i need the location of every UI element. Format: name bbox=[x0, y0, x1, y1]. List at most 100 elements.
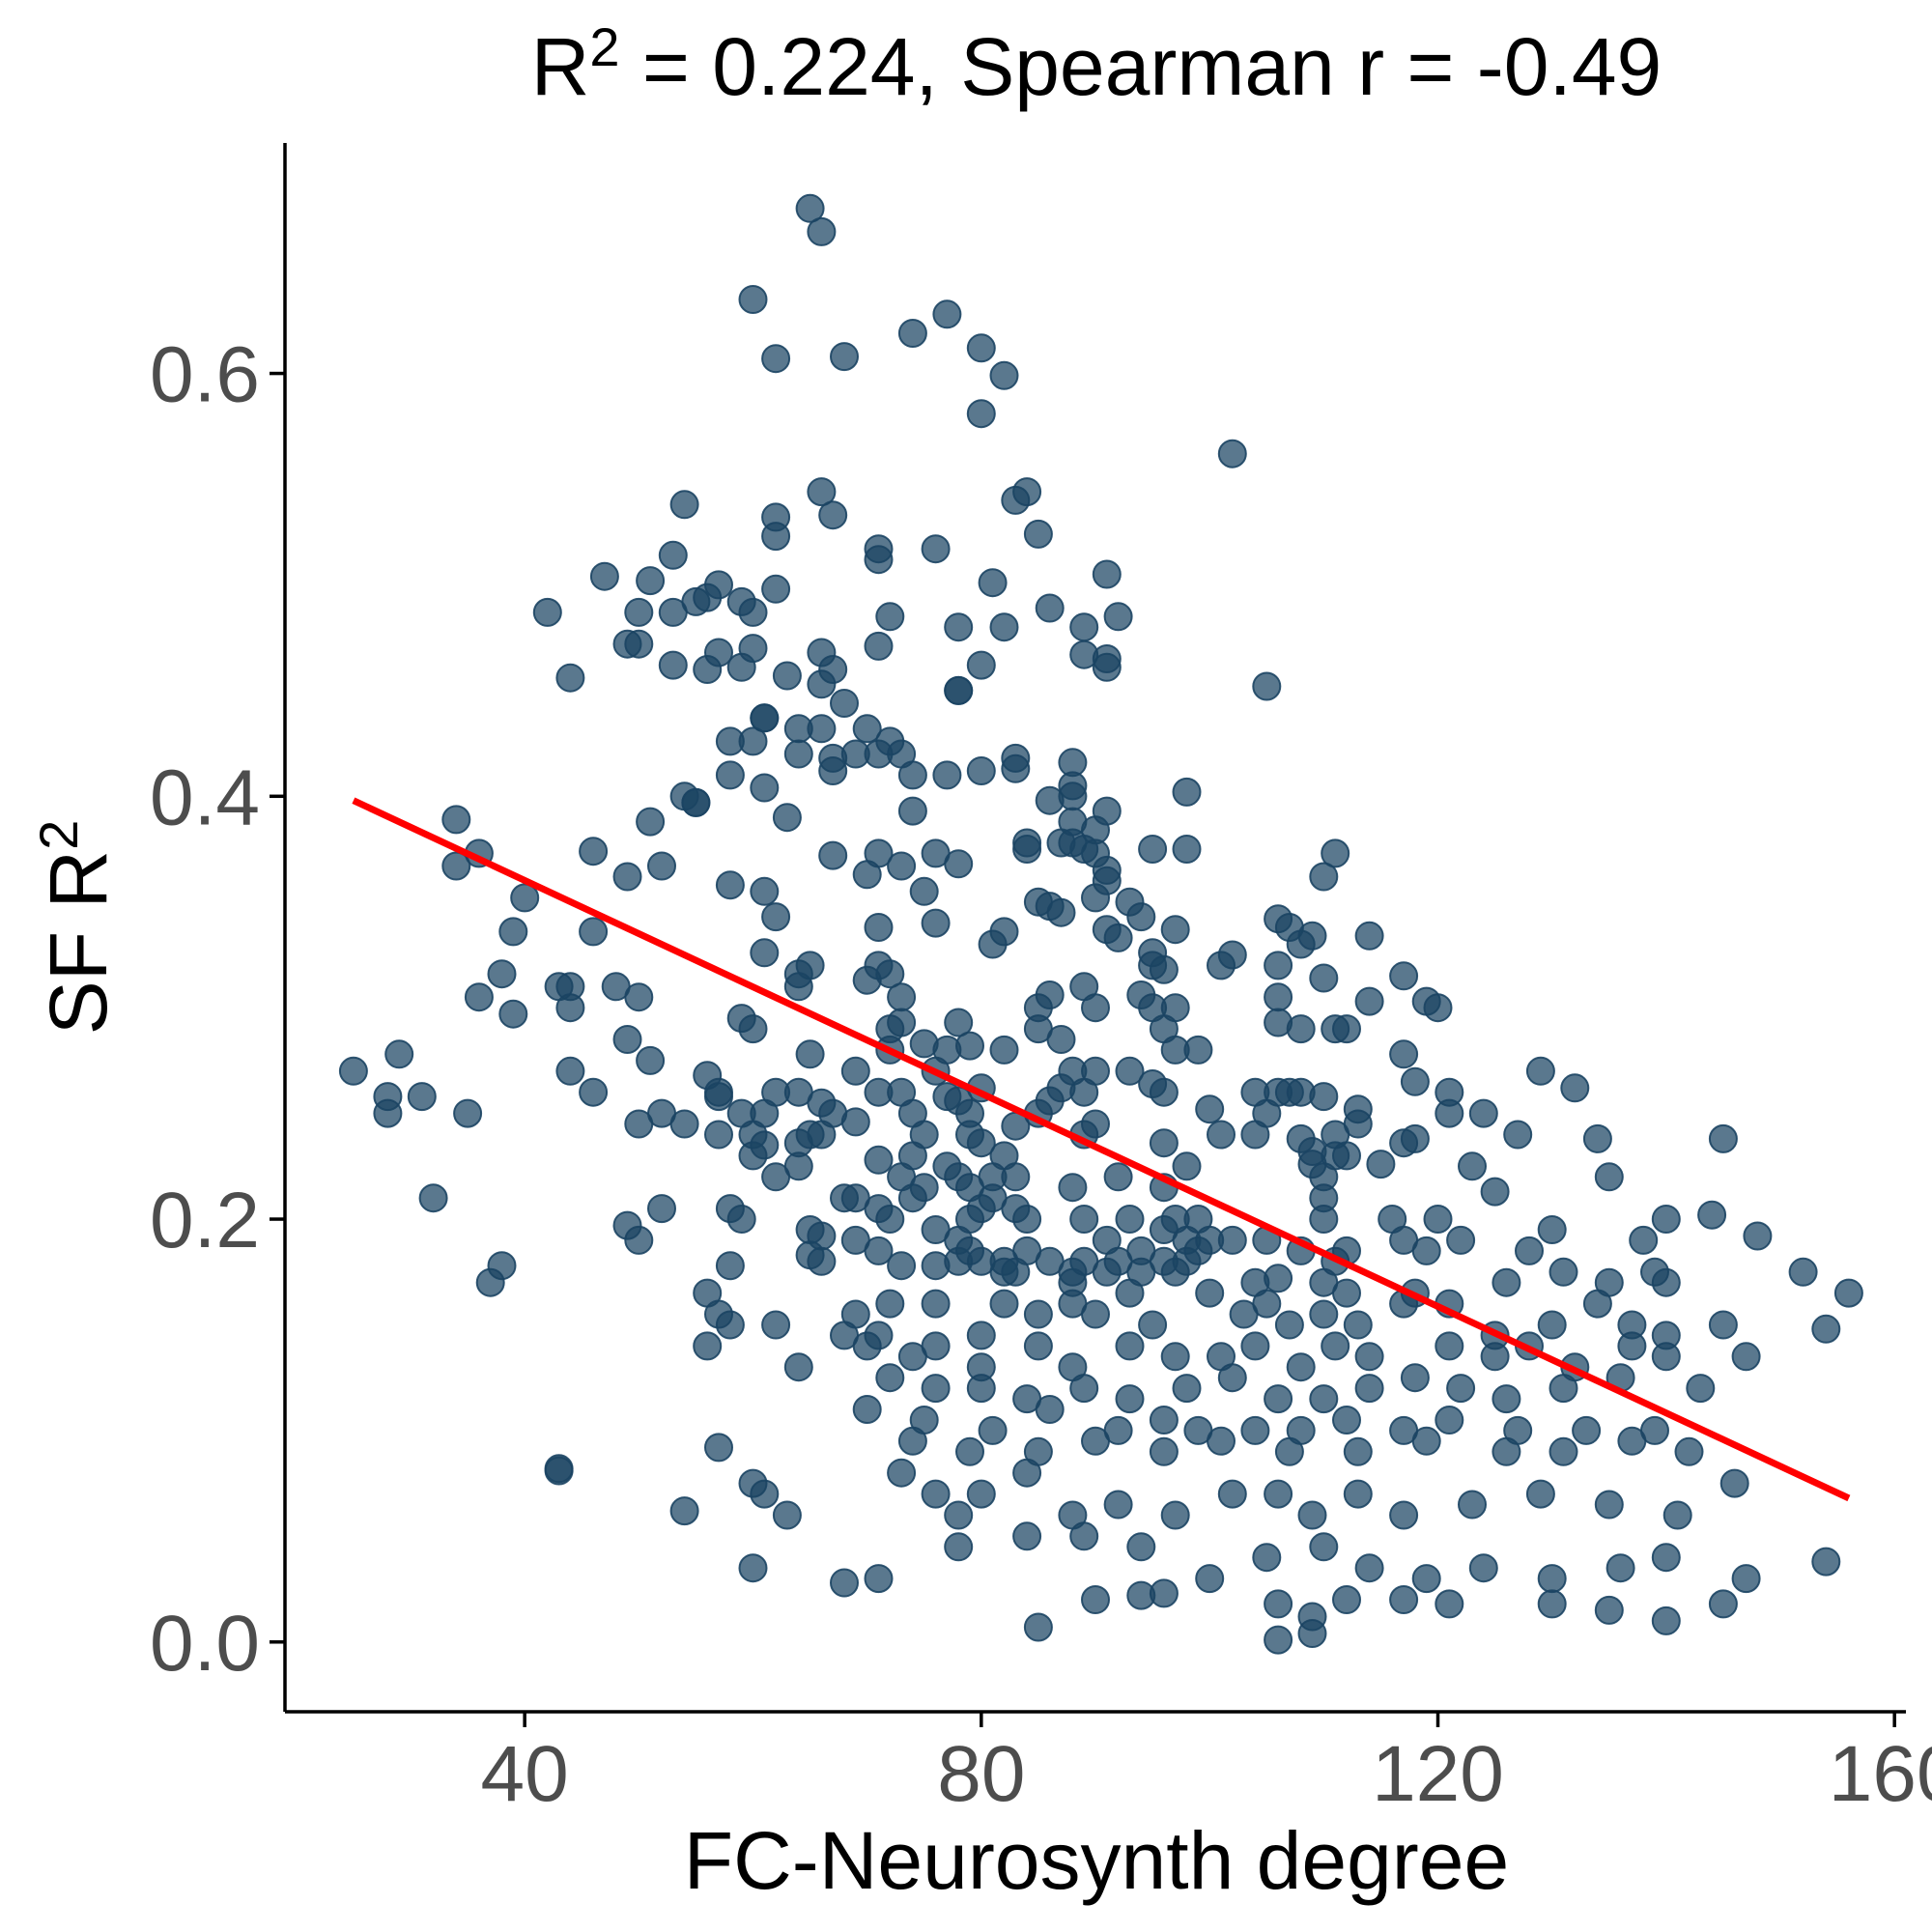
data-point-316 bbox=[1012, 1205, 1042, 1234]
data-point-222 bbox=[840, 1056, 870, 1086]
data-point-23 bbox=[636, 566, 666, 596]
data-point-488 bbox=[1548, 1436, 1578, 1466]
data-point-531 bbox=[1651, 1543, 1681, 1573]
data-point-282 bbox=[1400, 1123, 1430, 1153]
data-point-35 bbox=[944, 612, 974, 642]
data-point-439 bbox=[1435, 1331, 1464, 1361]
data-point-289 bbox=[864, 1145, 894, 1175]
data-point-413 bbox=[1343, 1310, 1373, 1340]
data-point-187 bbox=[738, 1014, 768, 1044]
data-point-39 bbox=[1069, 612, 1099, 642]
data-point-125 bbox=[750, 876, 780, 906]
data-point-324 bbox=[1309, 1205, 1339, 1234]
data-point-136 bbox=[1092, 866, 1122, 895]
chart-title: R2 = 0.224, Spearman r = -0.49 bbox=[531, 16, 1662, 112]
data-point-169 bbox=[783, 972, 813, 1002]
data-point-7 bbox=[966, 333, 996, 363]
x-tick-label-3: 160 bbox=[1829, 1730, 1932, 1818]
data-point-239 bbox=[1149, 1077, 1179, 1107]
y-tick-label-3: 0.6 bbox=[150, 331, 260, 419]
data-point-208 bbox=[418, 1183, 448, 1213]
data-point-489 bbox=[1617, 1426, 1647, 1456]
data-point-1 bbox=[807, 216, 837, 246]
data-point-536 bbox=[1149, 1578, 1179, 1608]
data-point-148 bbox=[1297, 921, 1327, 951]
data-point-203 bbox=[384, 1039, 414, 1069]
data-point-545 bbox=[1708, 1589, 1738, 1619]
data-point-264 bbox=[840, 1107, 870, 1137]
data-point-107 bbox=[864, 838, 894, 868]
data-point-529 bbox=[1537, 1564, 1567, 1594]
data-point-399 bbox=[875, 1289, 905, 1319]
y-axis-title: SF R2 bbox=[28, 820, 124, 1036]
data-point-83 bbox=[750, 773, 780, 803]
data-point-502 bbox=[1012, 1458, 1042, 1488]
data-point-407 bbox=[1138, 1310, 1168, 1340]
data-point-403 bbox=[1023, 1299, 1053, 1329]
data-point-317 bbox=[1069, 1205, 1099, 1234]
data-point-163 bbox=[498, 999, 528, 1029]
data-point-2 bbox=[738, 285, 768, 314]
data-point-382 bbox=[1264, 1264, 1293, 1293]
data-point-80 bbox=[1001, 753, 1031, 783]
data-point-495 bbox=[750, 1479, 780, 1509]
data-point-38 bbox=[1035, 593, 1065, 623]
data-point-14 bbox=[807, 477, 837, 507]
data-point-48 bbox=[738, 634, 768, 664]
data-point-112 bbox=[1012, 828, 1042, 858]
data-point-82 bbox=[715, 760, 745, 790]
data-point-366 bbox=[1743, 1221, 1773, 1251]
data-point-100 bbox=[441, 851, 471, 881]
data-point-272 bbox=[1081, 1109, 1110, 1139]
data-point-147 bbox=[1354, 921, 1384, 951]
data-point-94 bbox=[1092, 796, 1122, 826]
data-point-44 bbox=[658, 650, 688, 680]
data-point-411 bbox=[1274, 1310, 1304, 1340]
data-point-486 bbox=[1411, 1426, 1441, 1456]
data-point-470 bbox=[1240, 1415, 1270, 1445]
data-point-24 bbox=[658, 540, 688, 570]
data-point-517 bbox=[830, 1568, 859, 1598]
data-point-497 bbox=[669, 1496, 699, 1526]
data-point-237 bbox=[1115, 1056, 1145, 1086]
data-point-435 bbox=[1240, 1331, 1270, 1361]
x-axis-ticks: 40 80 120 160 bbox=[481, 1712, 1932, 1818]
data-point-41 bbox=[1103, 602, 1133, 632]
data-point-412 bbox=[1309, 1299, 1339, 1329]
data-point-162 bbox=[464, 982, 494, 1012]
data-point-525 bbox=[1309, 1532, 1339, 1562]
data-point-474 bbox=[1435, 1406, 1464, 1435]
data-point-280 bbox=[1366, 1150, 1396, 1179]
data-point-527 bbox=[1411, 1564, 1441, 1594]
data-point-273 bbox=[1149, 1128, 1179, 1158]
data-point-372 bbox=[887, 1251, 917, 1281]
data-point-359 bbox=[1411, 1236, 1441, 1265]
data-point-365 bbox=[1697, 1200, 1727, 1230]
data-point-400 bbox=[921, 1289, 951, 1319]
data-point-296 bbox=[1001, 1162, 1031, 1192]
data-point-194 bbox=[955, 1031, 984, 1061]
data-point-430 bbox=[1023, 1331, 1053, 1361]
data-point-465 bbox=[978, 1415, 1008, 1445]
data-point-376 bbox=[1001, 1257, 1031, 1287]
data-point-248 bbox=[1400, 1066, 1430, 1096]
data-point-513 bbox=[1594, 1490, 1624, 1520]
data-point-5 bbox=[897, 319, 927, 348]
data-point-304 bbox=[1332, 1141, 1361, 1171]
data-point-46 bbox=[704, 638, 733, 668]
data-point-408 bbox=[1195, 1278, 1225, 1308]
data-point-363 bbox=[1629, 1225, 1659, 1255]
data-point-390 bbox=[1651, 1267, 1681, 1297]
data-point-159 bbox=[1309, 963, 1339, 993]
data-point-212 bbox=[636, 1045, 666, 1075]
data-point-539 bbox=[1332, 1585, 1361, 1614]
data-point-387 bbox=[1548, 1257, 1578, 1287]
data-point-18 bbox=[921, 534, 951, 564]
data-point-183 bbox=[1354, 986, 1384, 1016]
trendline-layer bbox=[352, 797, 1851, 1502]
data-point-298 bbox=[1103, 1162, 1133, 1192]
data-point-454 bbox=[1264, 1384, 1293, 1414]
data-point-493 bbox=[704, 1433, 733, 1463]
data-point-168 bbox=[624, 982, 654, 1012]
data-point-103 bbox=[636, 807, 666, 837]
